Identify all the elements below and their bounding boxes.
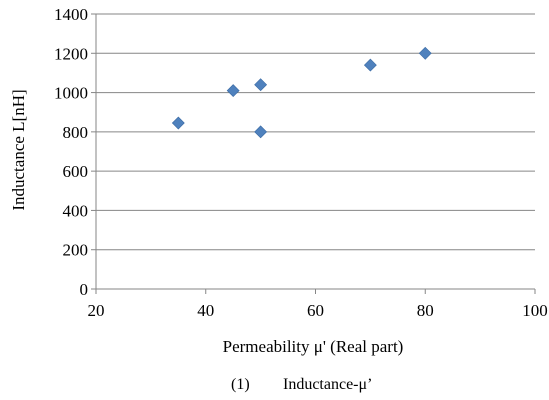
y-tick-label: 800 <box>63 123 89 142</box>
x-tick-label: 60 <box>307 301 324 320</box>
y-tick-label: 600 <box>63 162 89 181</box>
x-tick-labels: 20 40 60 80 100 <box>88 301 548 320</box>
x-tick-label: 80 <box>417 301 434 320</box>
axes <box>91 13 536 294</box>
y-tick-label: 400 <box>63 201 89 220</box>
data-points <box>171 46 432 139</box>
y-tick-labels: 0 200 400 600 800 1000 1200 1400 <box>54 5 88 299</box>
y-tick-label: 200 <box>63 241 89 260</box>
data-point-4 <box>254 125 268 139</box>
data-point-6 <box>418 46 432 60</box>
caption-text: Inductance-μ’ <box>283 376 372 393</box>
x-tick-label: 40 <box>197 301 214 320</box>
data-point-1 <box>171 116 185 130</box>
caption-number: (1) <box>231 376 250 393</box>
data-point-3 <box>254 78 268 92</box>
y-tick-label: 1400 <box>54 5 88 24</box>
y-tick-label: 1200 <box>54 44 88 63</box>
y-axis-title: Inductance L[nH] <box>9 89 28 210</box>
gridlines <box>96 13 535 251</box>
data-point-2 <box>226 84 240 98</box>
x-tick-label: 100 <box>522 301 548 320</box>
x-tick-label: 20 <box>88 301 105 320</box>
y-tick-label: 0 <box>80 280 89 299</box>
y-tick-label: 1000 <box>54 84 88 103</box>
x-axis-title: Permeability μ' (Real part) <box>223 337 404 356</box>
data-point-5 <box>363 58 377 72</box>
